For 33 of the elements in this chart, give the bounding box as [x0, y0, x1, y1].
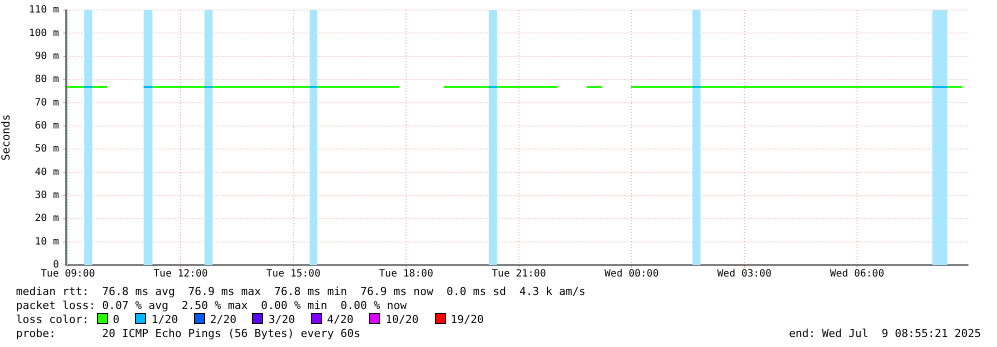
x-tick-label: Tue 18:00: [379, 268, 434, 280]
legend-title: loss color:: [16, 313, 89, 326]
y-tick-label: 40 m: [34, 166, 59, 178]
y-tick-label: 10 m: [34, 236, 59, 248]
x-tick-label: Tue 12:00: [154, 268, 208, 280]
x-tick-label: Wed 06:00: [830, 268, 884, 280]
x-tick-label: Tue 15:00: [266, 268, 320, 280]
x-tick-label: Tue 21:00: [492, 268, 546, 280]
legend-label: 4/20: [326, 313, 354, 326]
y-tick-label: 20 m: [34, 213, 59, 224]
y-tick-label: 50 m: [34, 144, 59, 155]
legend-label: 0: [112, 313, 120, 326]
y-tick-label: 60 m: [34, 120, 59, 132]
text: end: Wed Jul 9 08:55:21 2025: [788, 327, 981, 340]
y-tick-label: 80 m: [34, 74, 59, 86]
x-tick-label: Wed 00:00: [604, 268, 659, 280]
y-axis-title: Seconds: [0, 114, 12, 161]
y-tick-label: 30 m: [34, 190, 59, 202]
legend-label: 3/20: [268, 313, 295, 326]
legend-label: 1/20: [151, 313, 178, 326]
y-tick-label: 70 m: [34, 97, 59, 108]
y-tick-label: 90 m: [34, 50, 59, 62]
legend-label: 2/20: [210, 313, 236, 326]
legend-label: 10/20: [385, 313, 419, 326]
y-tick-label: 100 m: [28, 28, 59, 39]
legend-label: 19/20: [450, 313, 484, 326]
y-tick-label: 110 m: [28, 4, 59, 16]
text: median rtt: 76.8 ms avg 76.9 ms max 76.8 ms min 76.9 ms now 0.0 ms sd 4.3 k am/s: [16, 285, 586, 298]
y-tick-label: 0: [52, 260, 59, 271]
text: probe: 20 ICMP Echo Pings (56 Bytes) every 60s: [16, 327, 360, 340]
x-tick-label: Wed 03:00: [717, 268, 772, 280]
text: packet loss: 0.07 % avg 2.50 % max 0.00 % min 0.00 % now: [16, 299, 407, 312]
x-tick-label: Tue 09:00: [40, 268, 95, 280]
